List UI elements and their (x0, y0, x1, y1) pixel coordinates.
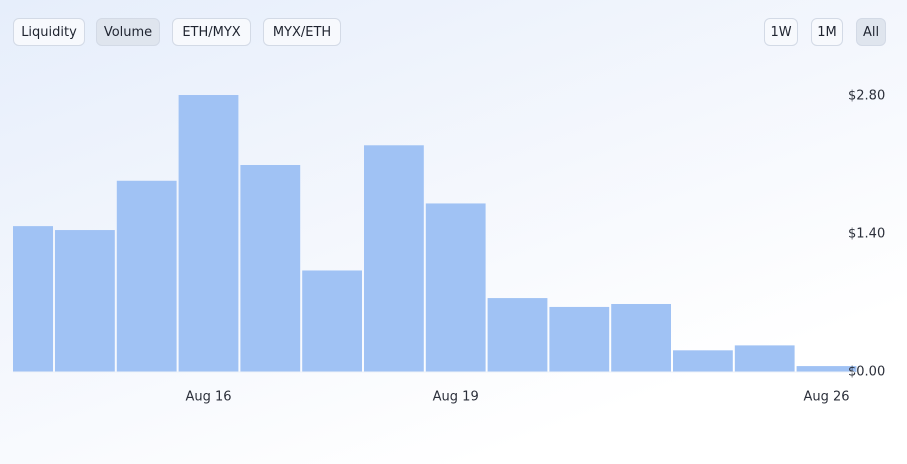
bar (178, 95, 239, 372)
range-button[interactable]: 1W (764, 18, 798, 46)
range-button[interactable]: 1M (811, 18, 843, 46)
bar (240, 165, 301, 372)
bar (487, 298, 548, 372)
range-button[interactable]: All (856, 18, 886, 46)
y-tick-label: $2.80m (848, 89, 898, 104)
bar (673, 350, 733, 372)
bar (796, 366, 857, 372)
tab-button[interactable]: Liquidity (13, 18, 85, 46)
x-tick-label: Aug 19 (433, 390, 479, 405)
bar (734, 345, 795, 372)
tab-button[interactable]: MYX/ETH (263, 18, 341, 46)
bar (364, 145, 424, 372)
tab-button[interactable]: Volume (96, 18, 160, 46)
y-axis: $0.00 $1.40m $2.80m (848, 89, 898, 380)
y-tick-label: $1.40m (848, 227, 898, 242)
bar (302, 270, 362, 372)
bar (611, 303, 671, 372)
bar (55, 230, 115, 372)
x-tick-label: Aug 16 (185, 390, 231, 405)
bars (13, 95, 857, 372)
bar (13, 226, 53, 372)
bar (549, 306, 610, 372)
bar (116, 180, 177, 372)
x-tick-label: Aug 26 (803, 390, 849, 405)
bar (425, 203, 486, 372)
y-tick-label: $0.00 (848, 365, 885, 380)
tab-button[interactable]: ETH/MYX (172, 18, 251, 46)
